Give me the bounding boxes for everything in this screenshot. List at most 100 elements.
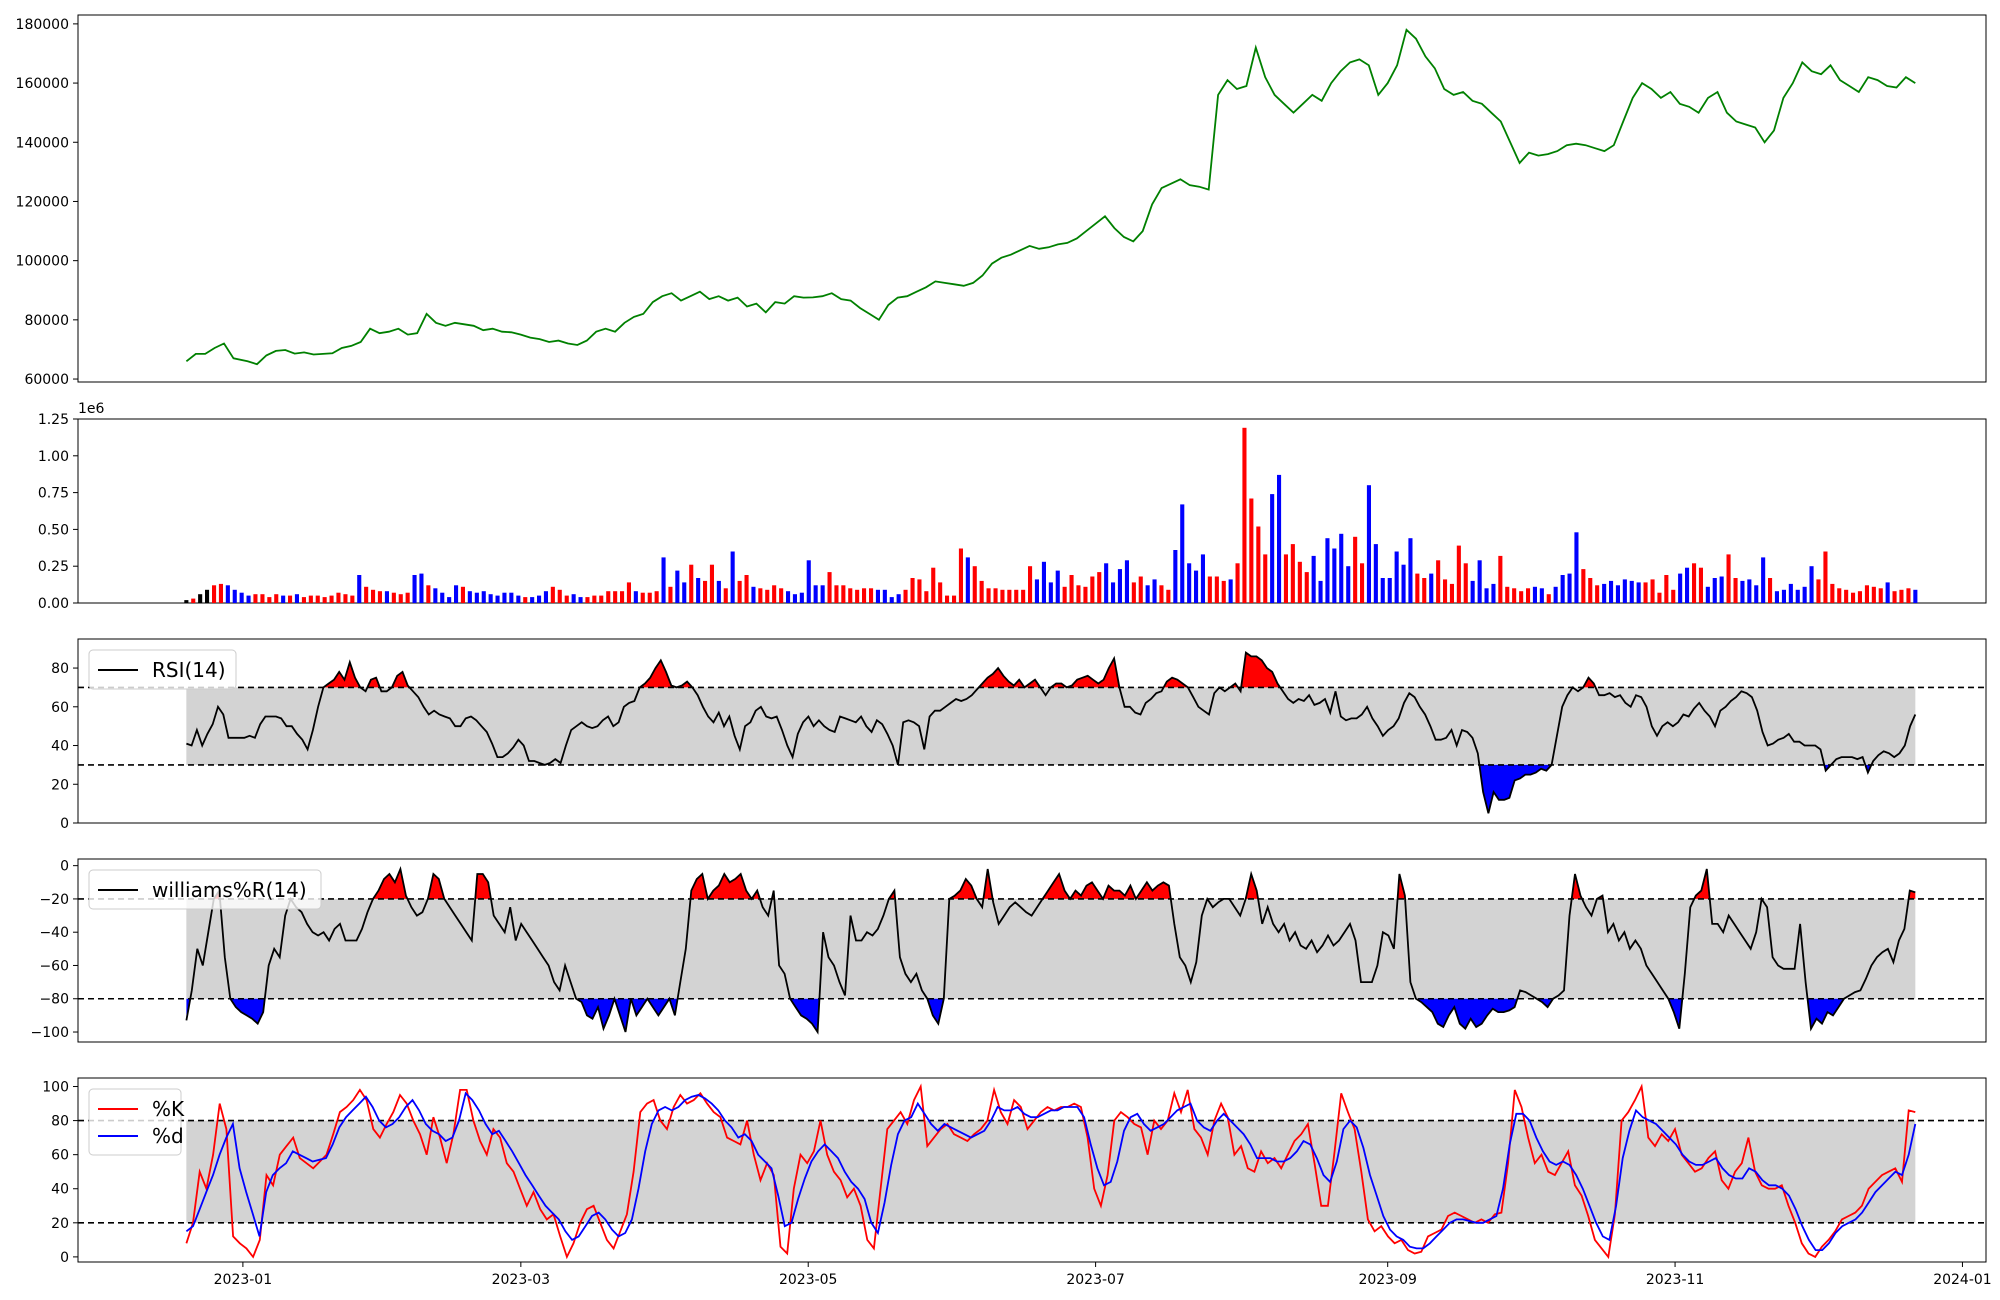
- volume-bar: [1795, 589, 1800, 603]
- volume-bar: [723, 588, 728, 603]
- stochastic-legend-label: %K: [152, 1097, 185, 1121]
- williams-overbought-fill: [1070, 882, 1103, 899]
- volume-bar: [786, 591, 791, 603]
- williams-legend-label: williams%R(14): [152, 878, 307, 902]
- volume-bar: [1560, 575, 1565, 603]
- volume-bar: [1228, 579, 1233, 603]
- volume-bar: [412, 575, 417, 603]
- volume-bar: [1754, 585, 1759, 603]
- volume-bar: [419, 573, 424, 603]
- stochastic-ytick-label: 40: [51, 1182, 69, 1198]
- volume-bar: [377, 591, 382, 603]
- volume-bar: [1214, 576, 1219, 603]
- volume-bar: [1844, 589, 1849, 603]
- volume-bar: [1678, 573, 1683, 603]
- volume-bar: [1194, 570, 1199, 603]
- volume-bar: [1263, 554, 1268, 603]
- williams-ytick-label: −80: [39, 992, 69, 1008]
- volume-bar: [675, 570, 680, 603]
- volume-bar: [460, 586, 465, 603]
- volume-bar: [1401, 564, 1406, 603]
- volume-bar: [1899, 589, 1904, 603]
- rsi-ytick-label: 60: [51, 700, 69, 716]
- price-ytick-label: 160000: [16, 76, 69, 92]
- williams-overbought-fill: [1245, 874, 1258, 899]
- volume-bar: [1166, 589, 1171, 603]
- rsi-legend-label: RSI(14): [152, 658, 226, 682]
- volume-bar: [1463, 563, 1468, 603]
- volume-bar: [336, 592, 341, 603]
- williams-overbought-fill: [983, 869, 993, 899]
- volume-bar: [1104, 563, 1109, 603]
- volume-bar: [1436, 560, 1441, 603]
- volume-bar: [288, 595, 293, 603]
- volume-bar: [543, 591, 548, 603]
- volume-bar: [1498, 555, 1503, 603]
- volume-bar: [1484, 588, 1489, 603]
- volume-bar: [495, 595, 500, 603]
- volume-bar: [1117, 569, 1122, 603]
- stochastic-ytick-label: 20: [51, 1216, 69, 1232]
- volume-bar: [820, 585, 825, 603]
- volume-bar: [599, 595, 604, 603]
- volume-bar: [1567, 573, 1572, 603]
- rsi-ytick-label: 0: [60, 816, 69, 832]
- volume-bar: [682, 582, 687, 603]
- volume-bar: [1311, 555, 1316, 603]
- volume-bar: [405, 592, 410, 603]
- volume-bar: [1041, 561, 1046, 603]
- volume-bar: [834, 585, 839, 603]
- volume-bar: [1083, 586, 1088, 603]
- volume-bar: [1443, 579, 1448, 603]
- volume-bar: [730, 551, 735, 603]
- volume-bar: [571, 594, 576, 603]
- volume-bar: [1325, 538, 1330, 603]
- volume-bar: [1519, 591, 1524, 603]
- volume-bar: [1595, 585, 1600, 603]
- volume-bar: [737, 580, 742, 603]
- price-ytick-label: 80000: [24, 313, 69, 329]
- volume-bar: [1698, 567, 1703, 603]
- x-tick-label: 2023-09: [1358, 1272, 1417, 1288]
- volume-bar: [613, 591, 618, 603]
- volume-bar: [1685, 567, 1690, 603]
- volume-bar: [1719, 576, 1724, 603]
- volume-bar: [751, 586, 756, 603]
- volume-bar: [530, 597, 535, 603]
- volume-bar: [1200, 554, 1205, 603]
- volume-bar: [1180, 504, 1185, 603]
- volume-bar: [640, 592, 645, 603]
- volume-bar: [979, 580, 984, 603]
- volume-bar: [502, 592, 507, 603]
- volume-bar: [1249, 498, 1254, 603]
- volume-bar: [965, 557, 970, 603]
- volume-bar: [1304, 572, 1309, 603]
- volume-bar: [440, 592, 445, 603]
- volume-bar: [1221, 580, 1226, 603]
- volume-bar: [661, 557, 666, 603]
- volume-bar: [1360, 563, 1365, 603]
- volume-bar: [972, 566, 977, 603]
- volume-bar: [606, 591, 611, 603]
- volume-bar: [1851, 592, 1856, 603]
- volume-bar: [765, 589, 770, 603]
- williams-overbought-fill: [427, 874, 445, 899]
- volume-bar: [384, 591, 389, 603]
- volume-bar: [1290, 544, 1295, 603]
- volume-bar: [1864, 585, 1869, 603]
- volume-bar: [1692, 563, 1697, 603]
- volume-bar: [454, 585, 459, 603]
- williams-overbought-fill: [1694, 869, 1710, 899]
- stochastic-panel-frame: [77, 1077, 1987, 1263]
- volume-bar: [467, 591, 472, 603]
- x-tick-label: 2023-05: [779, 1272, 838, 1288]
- stochastic-line-pct-d: [185, 1091, 1917, 1251]
- rsi-ytick-label: 20: [51, 777, 69, 793]
- williams-oversold-fill: [1415, 998, 1518, 1029]
- volume-bar: [716, 580, 721, 603]
- volume-bar: [1422, 578, 1427, 603]
- volume-bar: [1491, 583, 1496, 603]
- rsi-overbought-fill: [391, 671, 410, 688]
- volume-bar: [1332, 548, 1337, 603]
- williams-overbought-fill: [373, 869, 408, 899]
